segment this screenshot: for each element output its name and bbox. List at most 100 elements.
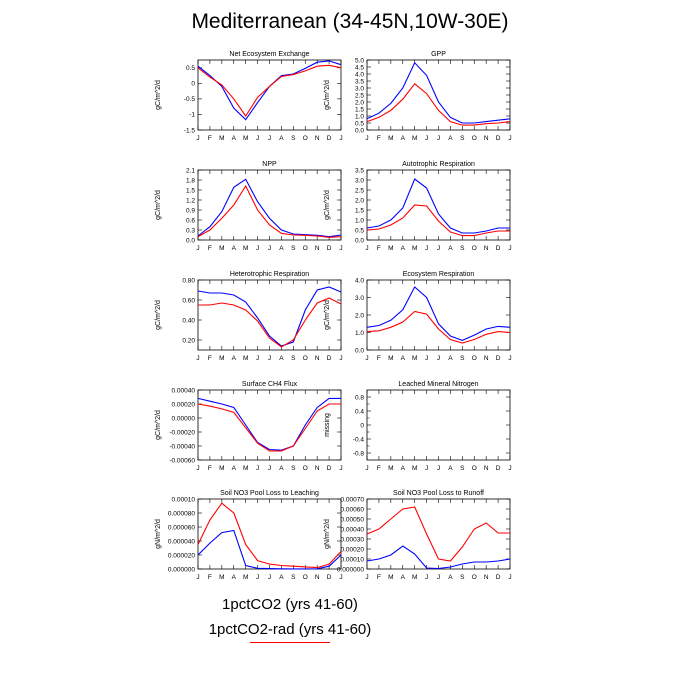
panel-1-title: Net Ecosystem Exchange (229, 51, 309, 58)
panel-3-xtick-label: J (256, 245, 259, 252)
panel-5-xtick-label: J (339, 355, 342, 362)
panel-4-xtick-label: O (472, 245, 477, 252)
panel-7-ytick-label: 0.00000 (172, 415, 196, 422)
panel-6-ytick-label: 0.0 (355, 347, 364, 354)
panel-3-ytick-label: 0.6 (186, 217, 195, 224)
panel-2-xtick-label: J (365, 135, 368, 142)
panel-2-series-2-line (366, 83, 511, 126)
panel-8-xtick-label: F (377, 465, 381, 472)
panel-7-series-1-line (197, 397, 341, 451)
panel-1-xtick-label: M (219, 135, 224, 142)
panel-10-series-2-line (366, 506, 510, 562)
panel-1-series-2-line (197, 64, 342, 117)
panel-3-series-1-line (197, 178, 342, 238)
panel-5-xtick-label: M (243, 355, 248, 362)
panel-7-ylabel: gC/m^2/d (155, 410, 162, 440)
panel-6-xtick-label: M (388, 355, 393, 362)
panel-2-title: GPP (431, 51, 446, 58)
panel-6-ylabel: gC/m^2/d (324, 300, 331, 330)
panel-5-ytick-label: 0.80 (182, 277, 195, 284)
panel-4-title: Autotrophic Respiration (402, 161, 475, 168)
panel-6-xtick-label: A (401, 355, 406, 362)
panel-10-xtick-label: J (425, 574, 428, 581)
panel-1-xtick-label: A (232, 135, 237, 142)
panel-10-xtick-label: M (388, 574, 393, 581)
panel-8-frame (366, 389, 511, 461)
panel-5-xtick-label: O (303, 355, 308, 362)
panel-2-ytick-label: 2.0 (355, 99, 364, 106)
panel-3-title: NPP (262, 161, 277, 168)
panel-4-ylabel: gC/m^2/d (324, 190, 331, 220)
panel-8-ytick-label: 0.4 (355, 408, 364, 415)
panel-2-series-1-line (366, 61, 511, 124)
panel-9-title: Soil NO3 Pool Loss to Leaching (220, 490, 319, 497)
panel-2-xtick-label: J (437, 135, 440, 142)
panel-7-xtick-label: M (243, 465, 248, 472)
panel-9-xtick-label: M (219, 574, 224, 581)
panel-1-ytick-label: -0.5 (184, 96, 196, 103)
panel-3-ylabel: gC/m^2/d (155, 190, 162, 220)
panel-10-xtick-label: J (437, 574, 440, 581)
panel-4-series-1-line (366, 178, 510, 234)
panel-3-ytick-label: 1.5 (186, 187, 195, 194)
panel-9-xtick-label: J (268, 574, 271, 581)
panel-7-xtick-label: S (291, 465, 296, 472)
panel-2-ytick-label: 3.0 (355, 85, 364, 92)
panel-1-ytick-label: -1.5 (184, 127, 196, 134)
panel-9-xtick-label: O (303, 574, 308, 581)
panel-6-xtick-label: O (472, 355, 477, 362)
panel-4-xtick-label: N (484, 245, 489, 252)
panel-3-xtick-label: M (219, 245, 224, 252)
panel-8-ytick-label: 0.8 (355, 394, 364, 401)
panel-1-ylabel: gC/m^2/d (155, 80, 162, 110)
panel-9-xtick-label: N (315, 574, 320, 581)
panel-6-xtick-label: A (448, 355, 453, 362)
panel-7-ytick-label: -0.00020 (169, 429, 195, 436)
panel-1-xtick-label: S (291, 135, 296, 142)
panel-4-xtick-label: F (377, 245, 381, 252)
panel-4-xtick-label: M (388, 245, 393, 252)
panel-10-ytick-label: 0.00030 (341, 536, 365, 543)
panel-1-ytick-label: -1 (189, 112, 195, 119)
panel-5-ytick-label: 0.60 (182, 297, 195, 304)
panel-2-ytick-label: 2.5 (355, 92, 364, 99)
panel-2-xtick-label: S (460, 135, 465, 142)
panel-8-ytick-label: 0 (360, 422, 364, 429)
panel-2-xtick-label: A (448, 135, 453, 142)
panel-7-ytick-label: -0.00060 (169, 457, 195, 464)
panel-4-ytick-label: 2.0 (355, 197, 364, 204)
panel-3-series-2-line (197, 184, 342, 238)
panel-8-ytick-label: -0.8 (353, 450, 365, 457)
panel-6-ytick-label: 1.0 (355, 330, 364, 337)
panel-9-ylabel: gN/m^2/d (155, 519, 162, 549)
panel-2-ytick-label: 0.5 (355, 120, 364, 127)
panel-10-ytick-label: 0.000000 (337, 566, 364, 573)
panel-7-xtick-label: O (303, 465, 308, 472)
panel-9-xtick-label: M (243, 574, 248, 581)
panel-5-xtick-label: J (268, 355, 271, 362)
panel-5-ytick-label: 0.20 (182, 337, 195, 344)
panel-5-xtick-label: D (327, 355, 332, 362)
panel-3-ytick-label: 0.9 (186, 207, 195, 214)
panel-3-xtick-label: J (196, 245, 199, 252)
panel-1-xtick-label: J (339, 135, 342, 142)
panel-5-xtick-label: F (208, 355, 212, 362)
panel-6-xtick-label: J (437, 355, 440, 362)
panel-9-xtick-label: A (279, 574, 284, 581)
panel-6-ytick-label: 4.0 (355, 277, 364, 284)
panel-10-xtick-label: S (460, 574, 465, 581)
panel-7-ytick-label: -0.00040 (169, 443, 195, 450)
panel-3-xtick-label: F (208, 245, 212, 252)
panel-3-xtick-label: A (232, 245, 237, 252)
panel-3-xtick-label: O (303, 245, 308, 252)
panel-2-xtick-label: D (496, 135, 501, 142)
panel-1-xtick-label: J (268, 135, 271, 142)
panel-2-xtick-label: F (377, 135, 381, 142)
panel-10-xtick-label: D (496, 574, 501, 581)
panel-9-ytick-label: 0.000080 (168, 510, 195, 517)
panel-6-series-1-line (366, 286, 511, 341)
panel-4-ytick-label: 0.0 (355, 237, 364, 244)
panel-6-xtick-label: S (460, 355, 465, 362)
panel-8-xtick-label: J (437, 465, 440, 472)
